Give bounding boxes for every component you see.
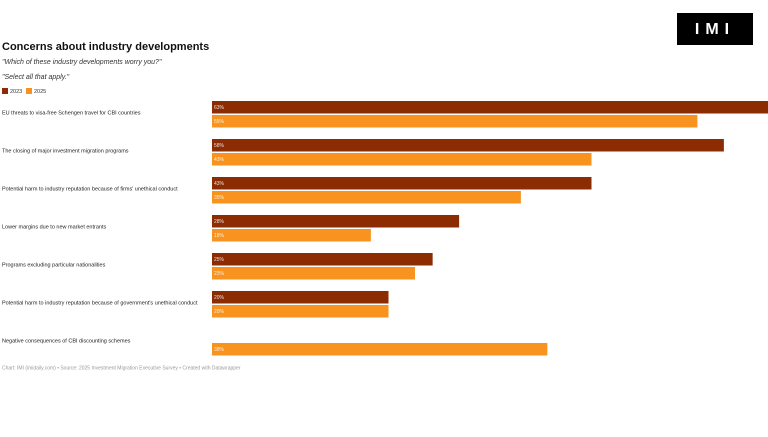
bar: [212, 215, 460, 228]
value-label: 55%: [214, 119, 225, 125]
legend-label: 2025: [34, 89, 46, 95]
bar: [212, 177, 592, 190]
category-label: Potential harm to industry reputation be…: [2, 186, 178, 192]
source: Chart: IMI (imidaily.com) • Source: 2025…: [2, 365, 241, 371]
note: "Select all that apply.": [2, 74, 70, 81]
bar: [212, 305, 389, 318]
chart-title: Concerns about industry developments: [2, 41, 209, 53]
value-label: 28%: [214, 219, 225, 225]
bar: [212, 191, 521, 204]
value-label: 35%: [214, 195, 225, 201]
bar: [212, 343, 548, 356]
logo-box: [677, 13, 753, 45]
value-label: 63%: [214, 105, 225, 111]
bar: [212, 115, 698, 128]
category-label: The closing of major investment migratio…: [2, 148, 129, 154]
bar: [212, 267, 415, 280]
bar: [212, 229, 371, 242]
bar: [212, 253, 433, 266]
subtitle: "Which of these industry developments wo…: [2, 59, 162, 66]
value-label: 25%: [214, 257, 225, 263]
category-label: Potential harm to industry reputation be…: [2, 300, 198, 306]
value-label: 43%: [214, 157, 225, 163]
bar: [212, 101, 768, 114]
value-label: 20%: [214, 295, 225, 301]
value-label: 23%: [214, 271, 225, 277]
bar: [212, 139, 724, 152]
value-label: 18%: [214, 233, 225, 239]
category-label: Lower margins due to new market entrants: [2, 224, 106, 230]
value-label: 20%: [214, 309, 225, 315]
legend-swatch: [2, 88, 8, 94]
logo: IMI: [695, 21, 735, 38]
value-label: 58%: [214, 143, 225, 149]
value-label: 38%: [214, 347, 225, 353]
legend-swatch: [26, 88, 32, 94]
category-label: EU threats to visa-free Schengen travel …: [2, 110, 141, 116]
legend-label: 2023: [10, 89, 22, 95]
value-label: 43%: [214, 181, 225, 187]
category-label: Negative consequences of CBI discounting…: [2, 338, 131, 344]
bar: [212, 153, 592, 166]
category-label: Programs excluding particular nationalit…: [2, 262, 106, 268]
bar: [212, 291, 389, 304]
